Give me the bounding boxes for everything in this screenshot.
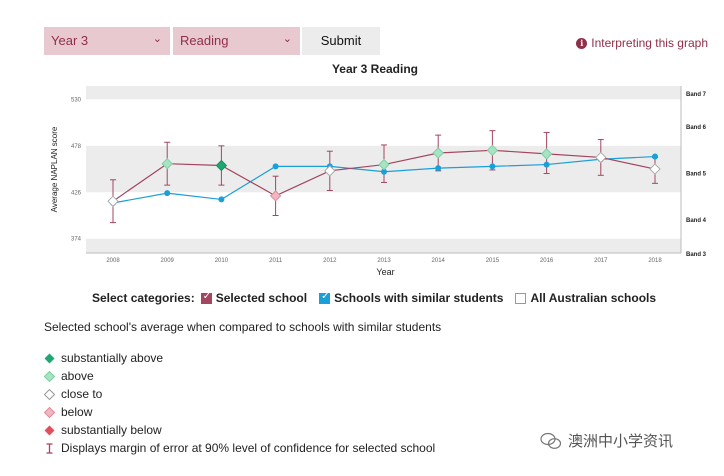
legend-item-margin-of-error: Displays margin of error at 90% level of… — [44, 439, 435, 457]
y-axis-label: Average NAPLAN score — [50, 126, 59, 212]
band-label: Band 7 — [686, 92, 707, 98]
checkbox-selected-school[interactable]: ✓ — [200, 290, 212, 304]
diamond-icon — [44, 388, 55, 400]
x-axis-label: Year — [376, 267, 394, 277]
similar-schools-point — [164, 190, 171, 197]
legend-label: close to — [61, 387, 103, 401]
band-stripe — [86, 86, 681, 100]
chevron-down-icon: ⌄ — [152, 33, 162, 45]
legend-label: substantially below — [61, 423, 162, 437]
legend-item-substantially-above: substantially above — [44, 349, 435, 367]
x-tick-label: 2015 — [486, 258, 500, 264]
chart-title: Year 3 Reading — [331, 62, 419, 76]
checkbox-similar-schools[interactable]: ✓ — [319, 290, 331, 304]
y-tick-label: 374 — [71, 237, 82, 243]
category-all-schools[interactable]: All Australian schools — [515, 291, 656, 305]
category-label: Schools with similar students — [334, 291, 504, 305]
x-tick-label: 2013 — [377, 258, 391, 264]
selected-school-point — [432, 147, 444, 159]
x-tick-label: 2018 — [648, 258, 662, 264]
similar-schools-point — [218, 196, 225, 203]
band-label: Band 3 — [686, 252, 707, 258]
y-tick-label: 478 — [71, 144, 82, 150]
legend-subtitle: Selected school's average when compared … — [44, 320, 442, 334]
x-tick-label: 2009 — [161, 258, 175, 264]
submit-button[interactable]: Submit — [302, 27, 380, 55]
x-tick-label: 2014 — [432, 258, 446, 264]
selected-school-point — [595, 151, 607, 164]
legend-label: substantially above — [61, 351, 164, 365]
similar-schools-point — [489, 163, 496, 170]
categories-label: Select categories: — [92, 291, 195, 305]
checkbox-all-schools[interactable] — [515, 292, 527, 304]
legend-item-above: above — [44, 367, 435, 385]
selected-school-point — [107, 195, 119, 207]
watermark: 澳洲中小学资讯 — [540, 430, 673, 451]
category-label: All Australian schools — [530, 291, 657, 305]
y-tick-label: 530 — [71, 97, 82, 103]
similar-schools-point — [543, 161, 550, 168]
error-bar-icon — [46, 442, 53, 454]
x-tick-label: 2012 — [323, 258, 337, 264]
year-select[interactable]: Year 3 ⌄ — [44, 27, 170, 55]
legend: substantially above above close to below… — [44, 349, 435, 457]
selected-school-point — [324, 165, 336, 177]
x-tick-label: 2011 — [269, 258, 283, 264]
band-label: Band 5 — [686, 172, 707, 178]
legend-item-below: below — [44, 403, 435, 421]
legend-item-close-to: close to — [44, 385, 435, 403]
category-selector: Select categories: ✓ Selected school ✓ S… — [92, 290, 662, 306]
selected-school-point — [378, 158, 390, 171]
band-label: Band 4 — [686, 218, 707, 224]
y-tick-label: 426 — [71, 190, 82, 196]
diamond-icon — [44, 370, 55, 382]
similar-schools-point — [272, 163, 279, 170]
diamond-icon — [44, 353, 55, 363]
diamond-icon — [44, 406, 55, 418]
domain-select[interactable]: Reading ⌄ — [173, 27, 300, 55]
legend-label: above — [61, 369, 94, 383]
category-similar-schools[interactable]: ✓ Schools with similar students — [319, 291, 503, 305]
x-tick-label: 2017 — [594, 258, 608, 264]
legend-label: below — [61, 405, 93, 419]
chevron-down-icon: ⌄ — [282, 33, 292, 45]
selected-school-point — [215, 159, 228, 172]
interpreting-graph-label: Interpreting this graph — [591, 36, 708, 50]
legend-label: Displays margin of error at 90% level of… — [61, 441, 436, 455]
similar-schools-point — [652, 153, 658, 160]
band-stripe — [86, 238, 681, 253]
wechat-icon — [540, 432, 562, 449]
info-icon: i — [576, 37, 588, 49]
category-selected-school[interactable]: ✓ Selected school — [200, 290, 308, 305]
x-tick-label: 2008 — [106, 258, 120, 264]
x-tick-label: 2016 — [540, 258, 554, 264]
similar-schools-point — [381, 168, 387, 175]
domain-select-value: Reading — [180, 33, 229, 48]
diamond-icon — [44, 425, 55, 435]
legend-item-substantially-below: substantially below — [44, 421, 435, 439]
similar-schools-point — [435, 165, 442, 172]
naplan-chart: 374 426 478 530 2008 2009 2010 2011 2012 2013 2014… — [50, 86, 707, 277]
category-label: Selected school — [215, 291, 308, 305]
watermark-text: 澳洲中小学资讯 — [568, 433, 674, 450]
band-label: Band 6 — [686, 125, 707, 131]
selected-school-point — [269, 190, 282, 202]
x-tick-label: 2010 — [215, 258, 229, 264]
interpreting-graph-link[interactable]: i Interpreting this graph — [576, 36, 708, 50]
selected-school-point — [540, 148, 553, 160]
selected-school-point — [486, 144, 499, 157]
selected-school-point — [161, 157, 173, 170]
year-select-value: Year 3 — [51, 33, 89, 48]
selected-school-point — [649, 163, 661, 175]
